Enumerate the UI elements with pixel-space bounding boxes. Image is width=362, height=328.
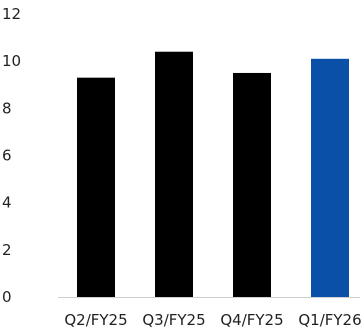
bar-q2-fy25 — [77, 77, 115, 297]
y-tick-label: 4 — [2, 194, 12, 212]
bars — [77, 51, 349, 297]
bar-q4-fy25 — [233, 72, 271, 297]
bar-q1-fy26 — [311, 58, 349, 297]
x-tick-label: Q4/FY25 — [220, 311, 283, 328]
y-tick-label: 0 — [2, 288, 12, 306]
y-tick-label: 10 — [2, 52, 21, 70]
y-axis-ticks: 0 2 4 6 8 10 12 — [2, 5, 21, 306]
x-tick-label: Q1/FY26 — [298, 311, 361, 328]
x-tick-label: Q2/FY25 — [64, 311, 127, 328]
y-tick-label: 6 — [2, 147, 12, 165]
bar-q3-fy25 — [155, 51, 193, 297]
y-tick-label: 8 — [2, 99, 12, 117]
y-tick-label: 12 — [2, 5, 21, 23]
x-axis-labels: Q2/FY25 Q3/FY25 Q4/FY25 Q1/FY26 — [64, 311, 361, 328]
x-tick-label: Q3/FY25 — [142, 311, 205, 328]
y-tick-label: 2 — [2, 241, 12, 259]
